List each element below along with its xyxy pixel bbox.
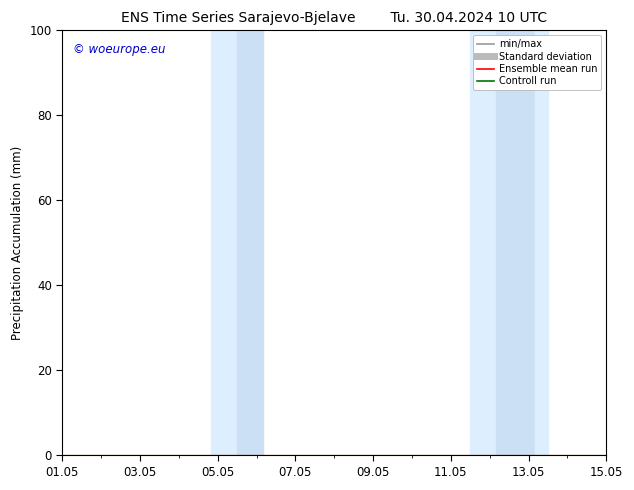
Legend: min/max, Standard deviation, Ensemble mean run, Controll run: min/max, Standard deviation, Ensemble me… — [473, 35, 601, 90]
Bar — [211, 30, 237, 456]
Bar — [496, 30, 535, 456]
Title: ENS Time Series Sarajevo-Bjelave        Tu. 30.04.2024 10 UTC: ENS Time Series Sarajevo-Bjelave Tu. 30.… — [121, 11, 547, 25]
Bar — [535, 30, 548, 456]
Bar — [470, 30, 496, 456]
Bar — [237, 30, 263, 456]
Y-axis label: Precipitation Accumulation (mm): Precipitation Accumulation (mm) — [11, 146, 24, 340]
Text: © woeurope.eu: © woeurope.eu — [73, 43, 165, 56]
